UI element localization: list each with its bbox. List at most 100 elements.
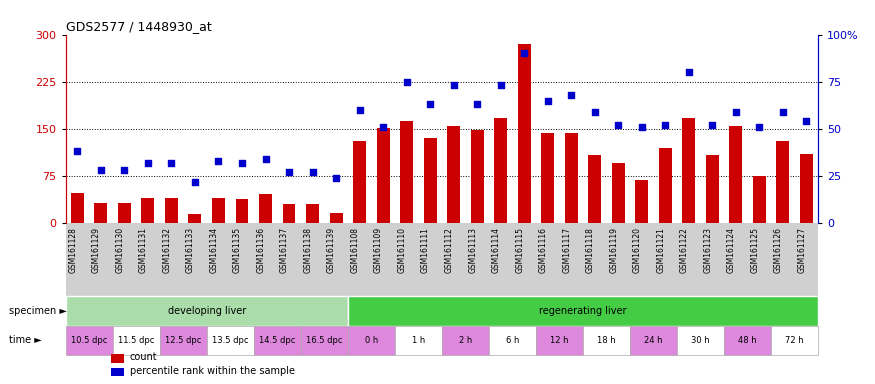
Text: GSM161132: GSM161132 <box>163 227 172 273</box>
Text: GSM161114: GSM161114 <box>492 227 500 273</box>
Bar <box>283 204 296 223</box>
Point <box>446 83 460 89</box>
Bar <box>111 354 124 362</box>
Text: 10.5 dpc: 10.5 dpc <box>71 336 108 345</box>
Bar <box>447 126 460 223</box>
Point <box>376 124 390 130</box>
Text: 11.5 dpc: 11.5 dpc <box>118 336 154 345</box>
Point <box>800 118 814 124</box>
Bar <box>583 326 630 355</box>
Bar <box>376 127 389 223</box>
Bar <box>400 121 413 223</box>
Point <box>141 160 155 166</box>
Text: GSM161137: GSM161137 <box>280 227 289 273</box>
Text: 18 h: 18 h <box>597 336 616 345</box>
Text: GSM161135: GSM161135 <box>233 227 242 273</box>
Bar <box>730 126 742 223</box>
Bar <box>165 198 178 223</box>
Text: GSM161120: GSM161120 <box>633 227 641 273</box>
Bar <box>301 326 348 355</box>
Text: GSM161127: GSM161127 <box>797 227 807 273</box>
Point <box>564 92 578 98</box>
Text: GSM161113: GSM161113 <box>468 227 477 273</box>
Text: 24 h: 24 h <box>644 336 662 345</box>
Point <box>400 79 414 85</box>
Point <box>258 156 272 162</box>
Point <box>517 50 531 56</box>
Bar <box>160 326 206 355</box>
Text: GSM161130: GSM161130 <box>116 227 124 273</box>
Text: count: count <box>130 352 158 362</box>
Text: 13.5 dpc: 13.5 dpc <box>212 336 248 345</box>
Text: 6 h: 6 h <box>506 336 519 345</box>
Text: GSM161138: GSM161138 <box>304 227 312 273</box>
Point <box>470 101 484 108</box>
Text: GSM161129: GSM161129 <box>92 227 101 273</box>
Point <box>612 122 626 128</box>
Point <box>705 122 719 128</box>
Text: GSM161124: GSM161124 <box>727 227 736 273</box>
Bar <box>142 198 154 223</box>
Text: GSM161133: GSM161133 <box>186 227 195 273</box>
Text: GSM161121: GSM161121 <box>656 227 665 273</box>
Bar <box>442 326 489 355</box>
Text: GSM161128: GSM161128 <box>68 227 77 273</box>
Bar <box>254 326 301 355</box>
Text: GSM161116: GSM161116 <box>539 227 548 273</box>
Text: GSM161125: GSM161125 <box>751 227 760 273</box>
Bar <box>536 326 583 355</box>
Bar <box>776 141 789 223</box>
Text: GSM161111: GSM161111 <box>421 227 430 273</box>
Point <box>94 167 108 173</box>
Point <box>493 83 507 89</box>
Bar <box>212 198 225 223</box>
Text: 30 h: 30 h <box>691 336 710 345</box>
Bar <box>66 326 113 355</box>
Text: 72 h: 72 h <box>785 336 804 345</box>
Text: 14.5 dpc: 14.5 dpc <box>259 336 296 345</box>
Bar <box>588 155 601 223</box>
Bar <box>542 133 554 223</box>
Text: GSM161112: GSM161112 <box>444 227 453 273</box>
Bar <box>354 141 366 223</box>
Bar <box>206 326 254 355</box>
Bar <box>235 199 248 223</box>
Text: percentile rank within the sample: percentile rank within the sample <box>130 366 295 376</box>
Point <box>117 167 131 173</box>
Bar <box>630 326 677 355</box>
Text: time ►: time ► <box>9 335 42 345</box>
Text: GSM161131: GSM161131 <box>139 227 148 273</box>
Point <box>424 101 438 108</box>
Point <box>70 148 84 154</box>
Text: GSM161123: GSM161123 <box>704 227 712 273</box>
Text: regenerating liver: regenerating liver <box>539 306 626 316</box>
Point <box>658 122 672 128</box>
Text: GSM161109: GSM161109 <box>374 227 383 273</box>
Bar <box>564 133 578 223</box>
Bar <box>800 154 813 223</box>
Text: specimen ►: specimen ► <box>9 306 67 316</box>
Text: GSM161126: GSM161126 <box>774 227 783 273</box>
Point <box>164 160 178 166</box>
Bar <box>612 163 625 223</box>
Bar <box>677 326 724 355</box>
Bar <box>706 155 718 223</box>
Bar <box>424 138 437 223</box>
Bar <box>518 44 530 223</box>
Point <box>305 169 319 175</box>
Bar <box>306 204 319 223</box>
Point <box>212 158 226 164</box>
Text: 1 h: 1 h <box>412 336 425 345</box>
Text: GSM161136: GSM161136 <box>256 227 265 273</box>
Bar <box>635 180 648 223</box>
Bar <box>348 326 395 355</box>
Bar <box>348 296 818 326</box>
Point <box>282 169 296 175</box>
Bar <box>494 118 507 223</box>
Text: GSM161122: GSM161122 <box>680 227 689 273</box>
Point <box>729 109 743 115</box>
Bar <box>471 130 484 223</box>
Text: GSM161108: GSM161108 <box>351 227 360 273</box>
Bar <box>489 326 536 355</box>
Text: 12.5 dpc: 12.5 dpc <box>165 336 201 345</box>
